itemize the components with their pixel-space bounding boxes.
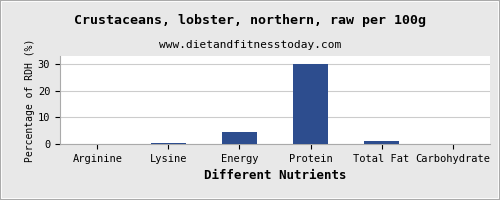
X-axis label: Different Nutrients: Different Nutrients: [204, 169, 346, 182]
Text: www.dietandfitnesstoday.com: www.dietandfitnesstoday.com: [159, 40, 341, 50]
Text: Crustaceans, lobster, northern, raw per 100g: Crustaceans, lobster, northern, raw per …: [74, 14, 426, 27]
Bar: [364, 141, 400, 144]
Bar: [222, 132, 257, 144]
Bar: [293, 64, 328, 144]
Bar: [150, 143, 186, 144]
Y-axis label: Percentage of RDH (%): Percentage of RDH (%): [25, 38, 35, 162]
